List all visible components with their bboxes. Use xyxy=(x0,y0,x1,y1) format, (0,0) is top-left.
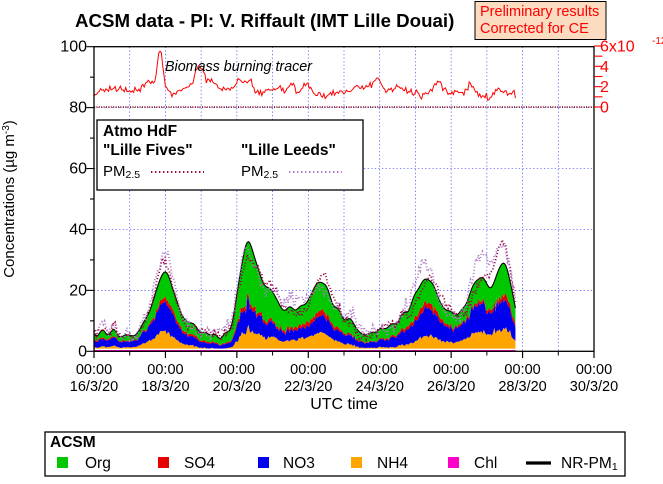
svg-text:Biomass burning tracer: Biomass burning tracer xyxy=(165,59,313,75)
svg-text:80: 80 xyxy=(69,100,87,117)
svg-text:Preliminary results: Preliminary results xyxy=(480,4,599,20)
svg-text:40: 40 xyxy=(69,221,87,238)
svg-text:100: 100 xyxy=(60,39,87,56)
svg-text:00:00: 00:00 xyxy=(76,362,112,378)
svg-text:UTC time: UTC time xyxy=(310,396,378,413)
svg-text:"Lille Leeds": "Lille Leeds" xyxy=(241,142,336,159)
svg-text:Concentrations (µg m-3): Concentrations (µg m-3) xyxy=(1,120,18,278)
svg-text:00:00: 00:00 xyxy=(362,362,398,378)
svg-text:0: 0 xyxy=(78,343,87,360)
svg-text:00:00: 00:00 xyxy=(504,362,540,378)
svg-text:Atmo HdF: Atmo HdF xyxy=(103,123,177,140)
svg-text:NR-PM1: NR-PM1 xyxy=(561,455,618,473)
svg-text:18/3/20: 18/3/20 xyxy=(141,379,189,395)
svg-text:Org: Org xyxy=(85,455,111,472)
svg-text:20/3/20: 20/3/20 xyxy=(213,379,261,395)
svg-text:20: 20 xyxy=(69,282,87,299)
svg-text:ACSM data - PI: V. Riffault (I: ACSM data - PI: V. Riffault (IMT Lille D… xyxy=(75,10,454,31)
svg-text:26/3/20: 26/3/20 xyxy=(427,379,475,395)
svg-text:30/3/20: 30/3/20 xyxy=(570,379,618,395)
svg-text:16/3/20: 16/3/20 xyxy=(70,379,118,395)
svg-text:24/3/20: 24/3/20 xyxy=(356,379,404,395)
svg-text:22/3/20: 22/3/20 xyxy=(284,379,332,395)
svg-text:6x10: 6x10 xyxy=(600,39,635,56)
svg-text:NO3: NO3 xyxy=(283,455,315,472)
svg-text:00:00: 00:00 xyxy=(576,362,612,378)
svg-text:Chl: Chl xyxy=(474,455,497,472)
svg-text:00:00: 00:00 xyxy=(219,362,255,378)
svg-text:60: 60 xyxy=(69,161,87,178)
svg-text:NH4: NH4 xyxy=(377,455,408,472)
svg-text:00:00: 00:00 xyxy=(290,362,326,378)
svg-text:4: 4 xyxy=(600,59,609,76)
svg-text:0: 0 xyxy=(600,100,609,117)
svg-text:00:00: 00:00 xyxy=(433,362,469,378)
svg-text:Corrected for CE: Corrected for CE xyxy=(480,21,589,37)
svg-text:SO4: SO4 xyxy=(184,455,215,472)
svg-text:ACSM: ACSM xyxy=(50,434,96,451)
svg-text:28/3/20: 28/3/20 xyxy=(498,379,546,395)
svg-text:00:00: 00:00 xyxy=(147,362,183,378)
svg-text:-12: -12 xyxy=(652,36,663,47)
svg-text:2: 2 xyxy=(600,79,609,96)
svg-text:"Lille Fives": "Lille Fives" xyxy=(103,142,193,159)
